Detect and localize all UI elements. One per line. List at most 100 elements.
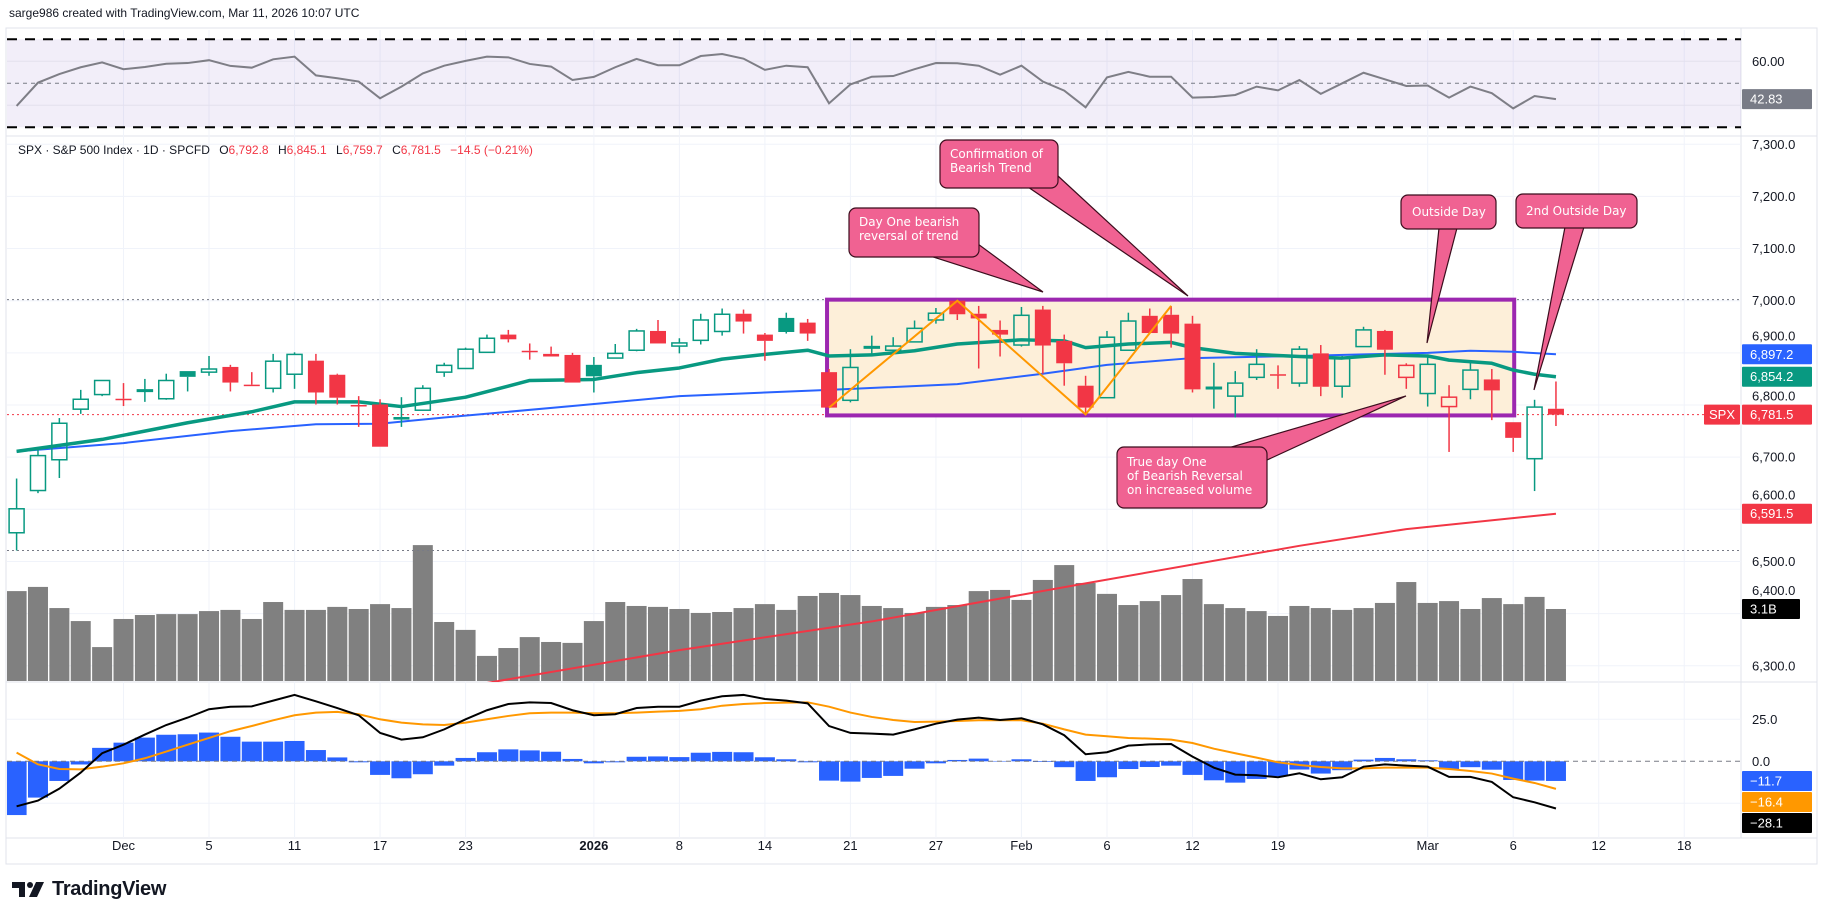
candle[interactable] xyxy=(372,399,389,447)
candle[interactable] xyxy=(1312,345,1329,397)
candle-body xyxy=(628,330,645,351)
candle[interactable] xyxy=(1376,329,1393,375)
candle[interactable] xyxy=(1120,312,1137,351)
candle[interactable] xyxy=(478,334,496,354)
axis-tag[interactable]: 6,591.5 xyxy=(1742,503,1812,524)
volume-bar xyxy=(1289,605,1310,681)
candle[interactable] xyxy=(1227,371,1244,418)
candle[interactable] xyxy=(72,389,89,414)
candle[interactable] xyxy=(564,352,581,383)
candle[interactable] xyxy=(606,343,624,359)
candle[interactable] xyxy=(51,418,68,479)
candle-body xyxy=(692,319,710,342)
callout[interactable]: Outside Day xyxy=(1400,194,1497,344)
candle[interactable] xyxy=(1355,326,1372,348)
candle-body xyxy=(1120,320,1137,351)
candle[interactable] xyxy=(29,449,47,494)
candle[interactable] xyxy=(1248,349,1265,380)
candle[interactable] xyxy=(93,379,111,397)
candle[interactable] xyxy=(1526,399,1543,492)
candle[interactable] xyxy=(778,312,795,334)
candle[interactable] xyxy=(1333,355,1351,398)
candle[interactable] xyxy=(863,335,881,355)
time-axis-label: 6 xyxy=(1103,838,1110,853)
candle[interactable] xyxy=(136,378,154,402)
axis-tag[interactable]: 3.1B xyxy=(1742,598,1800,619)
candle[interactable] xyxy=(115,383,132,407)
candle[interactable] xyxy=(1291,346,1308,387)
candle[interactable] xyxy=(1440,385,1458,452)
candle[interactable] xyxy=(1483,369,1500,421)
macd-histogram-bar xyxy=(49,761,70,781)
candle[interactable] xyxy=(1462,362,1479,400)
candle[interactable] xyxy=(1013,306,1030,347)
tradingview-logo[interactable]: TradingView xyxy=(12,878,166,901)
candle[interactable] xyxy=(970,305,987,369)
time-axis-label: 17 xyxy=(373,838,387,853)
candle[interactable] xyxy=(585,357,602,393)
candle[interactable] xyxy=(307,353,324,405)
candle[interactable] xyxy=(350,396,367,427)
candle[interactable] xyxy=(1398,363,1415,389)
axis-tag[interactable]: 6,897.2 xyxy=(1742,344,1812,365)
candle[interactable] xyxy=(692,313,710,345)
candle[interactable] xyxy=(927,308,945,324)
axis-tag[interactable]: 6,781.5 SPX xyxy=(1704,404,1812,425)
candle[interactable] xyxy=(756,333,773,361)
candle[interactable] xyxy=(799,318,816,341)
axis-tag[interactable]: −11.7 xyxy=(1742,770,1812,791)
candle[interactable] xyxy=(735,309,752,334)
candle-body xyxy=(1483,379,1500,391)
candle[interactable] xyxy=(543,346,560,357)
candle[interactable] xyxy=(671,338,688,354)
candle[interactable] xyxy=(1056,334,1073,386)
candle[interactable] xyxy=(158,373,175,400)
candle[interactable] xyxy=(264,353,282,393)
candle[interactable] xyxy=(713,308,731,336)
candle[interactable] xyxy=(286,352,303,389)
candle[interactable] xyxy=(179,371,196,392)
candle[interactable] xyxy=(1547,381,1564,427)
candle-body xyxy=(500,334,517,340)
candle[interactable] xyxy=(8,478,25,551)
volume-bar xyxy=(904,612,925,681)
candle-body xyxy=(778,317,795,332)
axis-tag[interactable]: 42.83 xyxy=(1742,89,1812,110)
candle[interactable] xyxy=(500,329,517,343)
candle[interactable] xyxy=(435,362,453,377)
candle[interactable] xyxy=(1505,422,1522,452)
candle[interactable] xyxy=(414,385,432,411)
candle[interactable] xyxy=(1419,354,1436,407)
candle[interactable] xyxy=(393,397,410,427)
axis-tag[interactable]: −28.1 xyxy=(1742,812,1812,833)
candle-body xyxy=(1056,340,1073,364)
candle[interactable] xyxy=(1205,362,1223,409)
candle[interactable] xyxy=(243,372,260,387)
candle[interactable] xyxy=(200,355,218,376)
axis-tag-label: −11.7 xyxy=(1750,773,1782,788)
axis-tag[interactable]: −16.4 xyxy=(1742,791,1812,812)
candle[interactable] xyxy=(1034,305,1051,374)
candle[interactable] xyxy=(821,369,838,408)
candle-body xyxy=(414,387,432,411)
axis-tag[interactable]: 6,854.2 xyxy=(1742,366,1812,387)
macd-histogram-bar xyxy=(883,761,904,776)
candle[interactable] xyxy=(628,328,645,352)
candle[interactable] xyxy=(329,373,346,405)
candle[interactable] xyxy=(650,319,666,344)
symbol-description[interactable]: SPX · S&P 500 Index · 1D · SPCFD xyxy=(18,143,210,157)
macd-histogram-bar xyxy=(156,734,177,762)
candle[interactable] xyxy=(521,343,538,360)
candle[interactable] xyxy=(1270,365,1287,389)
candle[interactable] xyxy=(906,320,923,343)
candle[interactable] xyxy=(1098,330,1116,399)
zigzag-line[interactable] xyxy=(828,299,1172,416)
candle[interactable] xyxy=(222,364,239,392)
candle[interactable] xyxy=(1184,315,1201,393)
callout[interactable]: 2nd Outside Day xyxy=(1515,193,1638,391)
candle[interactable] xyxy=(457,347,474,370)
